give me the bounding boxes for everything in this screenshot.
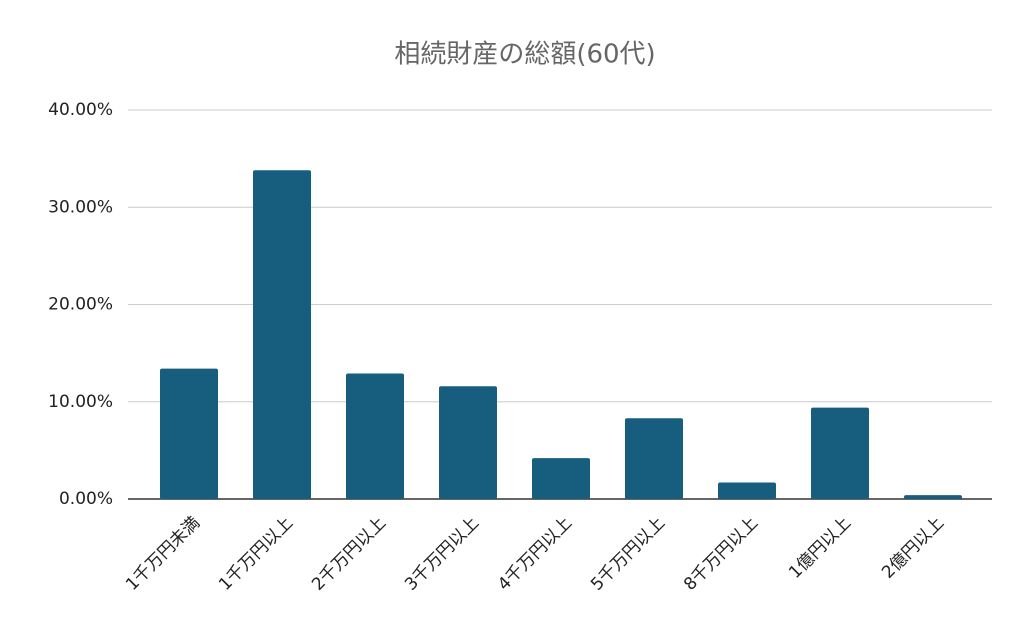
chart-title: 相続財産の総額(60代) bbox=[394, 40, 655, 70]
x-tick-label: 1千万円以上 bbox=[215, 513, 297, 595]
bar bbox=[625, 418, 683, 499]
x-tick-label: 2千万円以上 bbox=[308, 513, 390, 595]
y-tick-label: 20.00% bbox=[48, 295, 113, 315]
x-tick-label: 2億円以上 bbox=[878, 513, 948, 583]
bar bbox=[253, 170, 311, 500]
bar bbox=[346, 373, 404, 499]
x-tick-label: 3千万円以上 bbox=[401, 513, 483, 595]
x-tick-label: 5千万円以上 bbox=[587, 513, 669, 595]
x-tick-label: 1千万円未満 bbox=[122, 513, 204, 595]
bar bbox=[811, 407, 869, 499]
y-tick-label: 0.00% bbox=[59, 489, 113, 509]
bar bbox=[904, 495, 962, 499]
x-tick-label: 4千万円以上 bbox=[494, 513, 576, 595]
y-tick-label: 30.00% bbox=[48, 197, 113, 217]
bar bbox=[160, 368, 218, 499]
x-tick-label: 8千万円以上 bbox=[680, 513, 762, 595]
y-tick-label: 10.00% bbox=[48, 392, 113, 412]
y-tick-label: 40.00% bbox=[48, 100, 113, 120]
bar bbox=[439, 386, 497, 499]
bar bbox=[718, 482, 776, 499]
bar bbox=[532, 458, 590, 499]
x-tick-label: 1億円以上 bbox=[785, 513, 855, 583]
